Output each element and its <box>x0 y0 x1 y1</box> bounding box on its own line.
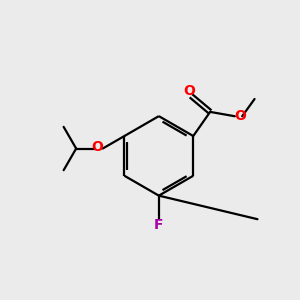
Text: O: O <box>184 84 195 98</box>
Text: F: F <box>154 218 164 232</box>
Text: O: O <box>234 109 246 123</box>
Text: O: O <box>92 140 104 154</box>
